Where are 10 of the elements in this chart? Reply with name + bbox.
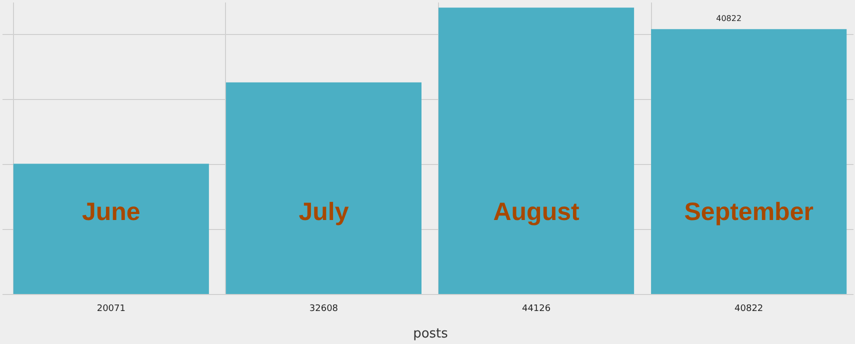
x-axis-title: posts	[413, 326, 448, 342]
data-label: 44126	[522, 304, 551, 314]
annotation: September	[684, 198, 814, 226]
data-label: 32608	[309, 304, 338, 314]
annotation: 40822	[716, 14, 742, 24]
data-label: 40822	[734, 304, 764, 314]
annotation: August	[493, 198, 580, 226]
annotation: July	[298, 198, 349, 226]
data-label: 20071	[96, 304, 126, 314]
annotation: June	[82, 198, 140, 226]
